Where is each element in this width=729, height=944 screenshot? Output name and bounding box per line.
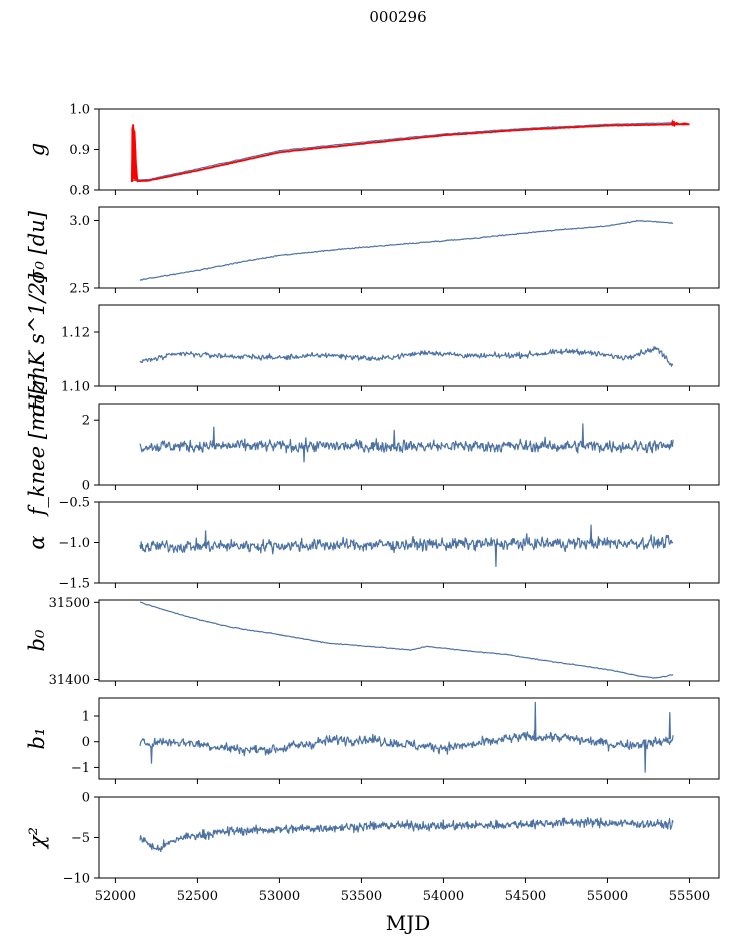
- x-tick-label: 53000: [259, 889, 300, 904]
- alpha-y-tick-label: −1.5: [58, 577, 90, 592]
- fknee-spike: [302, 446, 306, 463]
- b1-series-line: [139, 730, 674, 757]
- b0-plot-area: [139, 601, 674, 679]
- x-tick-label: 54000: [423, 889, 464, 904]
- fknee-plot-area: [139, 423, 674, 463]
- g-plot-area: [130, 118, 690, 183]
- fknee-axes-frame: [98, 403, 720, 486]
- alpha-spike: [204, 530, 207, 547]
- subplot-chi2: −10 −5 0 52000 52500 53000 53500 54000 54500 5500…: [25, 791, 720, 904]
- subplot-b1: −1 0 1 b₁: [25, 697, 720, 784]
- b0-y-axis-label: b₀: [25, 629, 49, 651]
- sigma0_du-y-tick-label: 3.0: [69, 214, 90, 229]
- b1-y-tick-label: 1: [82, 710, 90, 725]
- g-y-tick-label: 1.0: [69, 103, 90, 118]
- subplot-sigma0_du: 2.5 3.0 σ₀ [du]: [25, 206, 720, 297]
- b1-spike: [150, 746, 153, 764]
- subplot-g: 0.8 0.9 1.0 g: [25, 103, 720, 199]
- sigma0_du-y-axis-label: σ₀ [du]: [25, 210, 49, 284]
- subplot-alpha: −1.5 −1.0 −0.5 α: [25, 496, 720, 592]
- b1-axes-frame: [98, 697, 720, 780]
- x-tick-label: 54500: [505, 889, 546, 904]
- x-tick-label: 52500: [177, 889, 218, 904]
- b0-y-tick-label: 31500: [49, 596, 90, 611]
- sigma0_mk-series-line: [139, 346, 674, 367]
- alpha-spike: [589, 524, 593, 544]
- alpha-plot-area: [139, 524, 674, 567]
- chi2-y-tick-label: 0: [82, 791, 90, 806]
- sigma0_du-plot-area: [139, 219, 674, 281]
- alpha-series-line: [139, 533, 674, 555]
- b0-y-tick-label: 31400: [49, 673, 90, 688]
- g-series-line: [131, 122, 674, 182]
- x-axis-label: MJD: [386, 911, 431, 935]
- subplot-sigma0_mk: 1.10 1.12 σ₀[mK s^1/2]: [25, 273, 720, 417]
- g-y-axis-label: g: [25, 143, 49, 156]
- x-tick-label: 53500: [341, 889, 382, 904]
- fknee-series-line: [139, 436, 674, 454]
- chi2-series-line: [139, 816, 674, 853]
- sigma0_mk-y-tick-label: 1.10: [61, 380, 90, 395]
- g-series-line: [130, 123, 690, 183]
- sigma0_mk-y-axis-label: σ₀[mK s^1/2]: [25, 273, 49, 417]
- subplot-fknee: 0 2 f_knee [mHz]: [25, 373, 720, 518]
- fknee-spike: [212, 426, 216, 447]
- alpha-y-axis-label: α: [25, 535, 49, 549]
- sigma0_du-y-tick-label: 2.5: [69, 282, 90, 297]
- chi2-y-tick-label: −10: [63, 872, 90, 887]
- b1-spike: [643, 739, 647, 773]
- alpha-axes-frame: [98, 501, 720, 584]
- b1-y-tick-label: −1: [71, 761, 90, 776]
- chi2-plot-area: [139, 816, 674, 853]
- b1-spike: [668, 712, 672, 740]
- g-y-tick-label: 0.8: [69, 184, 90, 199]
- b0-axes-frame: [98, 599, 720, 682]
- fknee-y-tick-label: 0: [82, 479, 90, 494]
- b1-spike: [534, 701, 537, 742]
- chi2-y-tick-label: −5: [71, 831, 90, 846]
- x-tick-label: 55000: [587, 889, 628, 904]
- sigma0_mk-y-tick-label: 1.12: [61, 326, 90, 341]
- fknee-y-axis-label: f_knee [mHz]: [25, 373, 49, 518]
- figure-title: 000296: [369, 8, 426, 26]
- b1-plot-area: [139, 701, 674, 773]
- alpha-y-tick-label: −0.5: [58, 496, 90, 511]
- sigma0_mk-axes-frame: [98, 304, 720, 387]
- sigma0_mk-plot-area: [139, 346, 674, 367]
- sigma0_du-axes-frame: [98, 206, 720, 289]
- fknee-y-tick-label: 2: [82, 414, 90, 429]
- g-y-tick-label: 0.9: [69, 143, 90, 158]
- chi2-y-axis-label: χ²: [25, 827, 49, 850]
- b1-y-axis-label: b₁: [25, 728, 49, 750]
- subplot-b0: 31400 31500 b₀: [25, 596, 720, 688]
- alpha-y-tick-label: −1.0: [58, 536, 90, 551]
- g-axes-frame: [98, 108, 720, 191]
- subplots: 0.8 0.9 1.0 g 2.5 3.0 σ₀ [du] 1.10 1.12 σ₀[mK s^1…: [25, 103, 720, 904]
- b1-y-tick-label: 0: [82, 735, 90, 750]
- fknee-spike: [392, 429, 396, 447]
- alpha-spike: [494, 543, 498, 567]
- fknee-spike: [581, 423, 585, 447]
- b0-series-line: [139, 601, 674, 679]
- sigma0_du-series-line: [139, 219, 674, 281]
- x-tick-label: 55500: [669, 889, 710, 904]
- x-tick-label: 52000: [95, 889, 136, 904]
- chi2-axes-frame: [98, 796, 720, 879]
